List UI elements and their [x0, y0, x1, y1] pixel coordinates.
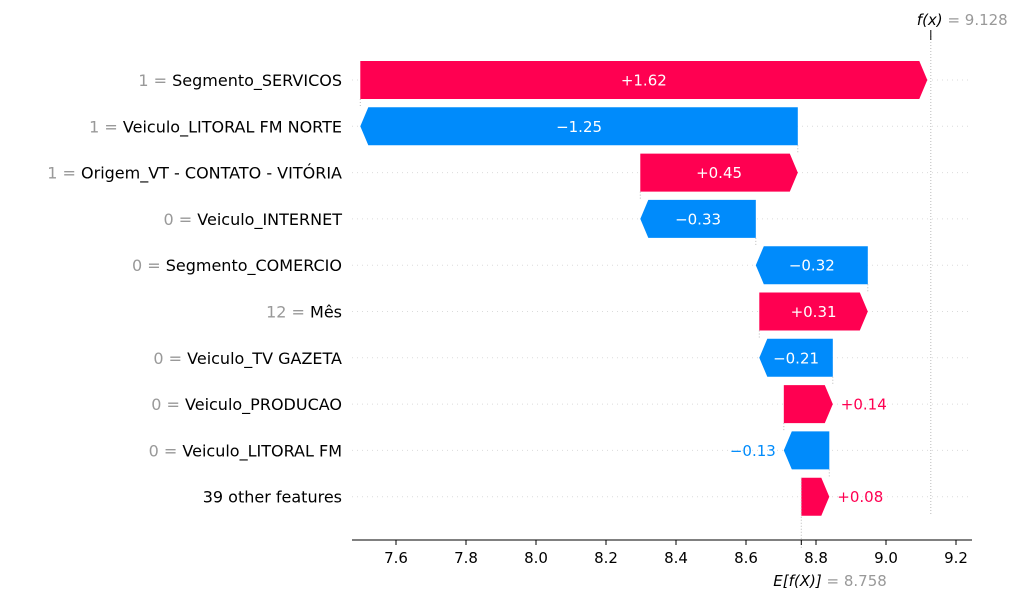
bar-value-label: −1.25: [556, 118, 602, 136]
feature-label: 0 = Veiculo_TV GAZETA: [153, 349, 342, 369]
feature-value: 1 =: [89, 117, 123, 136]
efx-value: = 8.758: [822, 572, 887, 590]
x-tick-label: 9.2: [944, 549, 968, 567]
waterfall-bars: +1.62 −1.25 +0.45 −0.33 −0.32 +0.31 −0.21 +0.14…: [360, 61, 928, 516]
bar-value-label: +0.14: [841, 396, 887, 414]
bar-connectors: [359, 30, 932, 548]
feature-value: 0 =: [151, 395, 185, 414]
waterfall-bar: [801, 477, 830, 516]
feature-label: 0 = Segmento_COMERCIO: [132, 256, 342, 276]
feature-value: 0 =: [149, 441, 183, 460]
fx-annotation: f(x) = 9.128: [917, 11, 1008, 29]
x-axis: 7.6 7.8 8.0 8.2 8.4 8.6 8.8 9.0 9.2: [352, 539, 972, 567]
feature-name: Veiculo_LITORAL FM: [182, 441, 342, 461]
feature-name: 39 other features: [203, 488, 342, 507]
waterfall-bar: [755, 246, 868, 285]
bar-value-label: +0.31: [791, 303, 837, 321]
bar-value-label: −0.13: [730, 442, 776, 460]
fx-label: f(x): [917, 11, 943, 29]
bar-value-label: −0.33: [675, 210, 721, 228]
waterfall-bar: [759, 338, 833, 377]
waterfall-bar: [360, 107, 798, 146]
x-tick-label: 8.4: [664, 549, 688, 567]
feature-value: 0 =: [132, 256, 166, 275]
waterfall-bar: [783, 385, 833, 424]
bar-value-label: −0.32: [789, 257, 835, 275]
bar-value-label: +0.45: [696, 164, 742, 182]
feature-name: Veiculo_PRODUCAO: [185, 395, 342, 415]
bar-value-label: −0.21: [773, 349, 819, 367]
feature-label: 1 = Veiculo_LITORAL FM NORTE: [89, 117, 342, 137]
feature-value: 0 =: [164, 210, 198, 229]
efx-annotation: E[f(X)] = 8.758: [773, 572, 887, 590]
x-tick-label: 8.0: [524, 549, 548, 567]
x-tick-label: 7.6: [384, 549, 408, 567]
x-tick-label: 8.2: [594, 549, 618, 567]
feature-name: Veiculo_LITORAL FM NORTE: [123, 117, 342, 137]
feature-name: Segmento_COMERCIO: [166, 256, 342, 276]
waterfall-bar: [783, 431, 830, 470]
value-annotations: f(x) = 9.128 E[f(X)] = 8.758: [773, 11, 1007, 590]
x-tick-label: 8.8: [804, 549, 828, 567]
feature-value: 12 =: [266, 303, 310, 322]
feature-label: 1 = Segmento_SERVICOS: [138, 71, 342, 91]
x-tick-label: 8.6: [734, 549, 758, 567]
feature-label: 39 other features: [203, 488, 342, 507]
feature-label: 0 = Veiculo_LITORAL FM: [149, 441, 342, 461]
bar-value-label: +0.08: [837, 488, 883, 506]
feature-name: Veiculo_INTERNET: [197, 210, 342, 230]
feature-label: 0 = Veiculo_INTERNET: [164, 210, 343, 230]
feature-label: 1 = Origem_VT - CONTATO - VITÓRIA: [47, 164, 342, 184]
x-tick-label: 9.0: [874, 549, 898, 567]
feature-label: 12 = Mês: [266, 303, 342, 322]
waterfall-bar: [759, 292, 868, 331]
fx-value: = 9.128: [943, 11, 1008, 29]
feature-name: Mês: [310, 303, 342, 322]
waterfall-bar: [360, 61, 928, 99]
waterfall-bar: [640, 199, 756, 238]
x-tick-label: 7.8: [454, 549, 478, 567]
bar-value-label: +1.62: [621, 72, 667, 90]
feature-name: Veiculo_TV GAZETA: [187, 349, 342, 369]
waterfall-bar: [640, 153, 798, 192]
feature-label: 0 = Veiculo_PRODUCAO: [151, 395, 342, 415]
feature-name: Segmento_SERVICOS: [172, 71, 342, 91]
efx-label: E[f(X)]: [773, 572, 822, 590]
feature-value: 0 =: [153, 349, 187, 368]
feature-name: Origem_VT - CONTATO - VITÓRIA: [81, 164, 342, 184]
feature-value: 1 =: [138, 71, 172, 90]
feature-value: 1 =: [47, 164, 81, 183]
